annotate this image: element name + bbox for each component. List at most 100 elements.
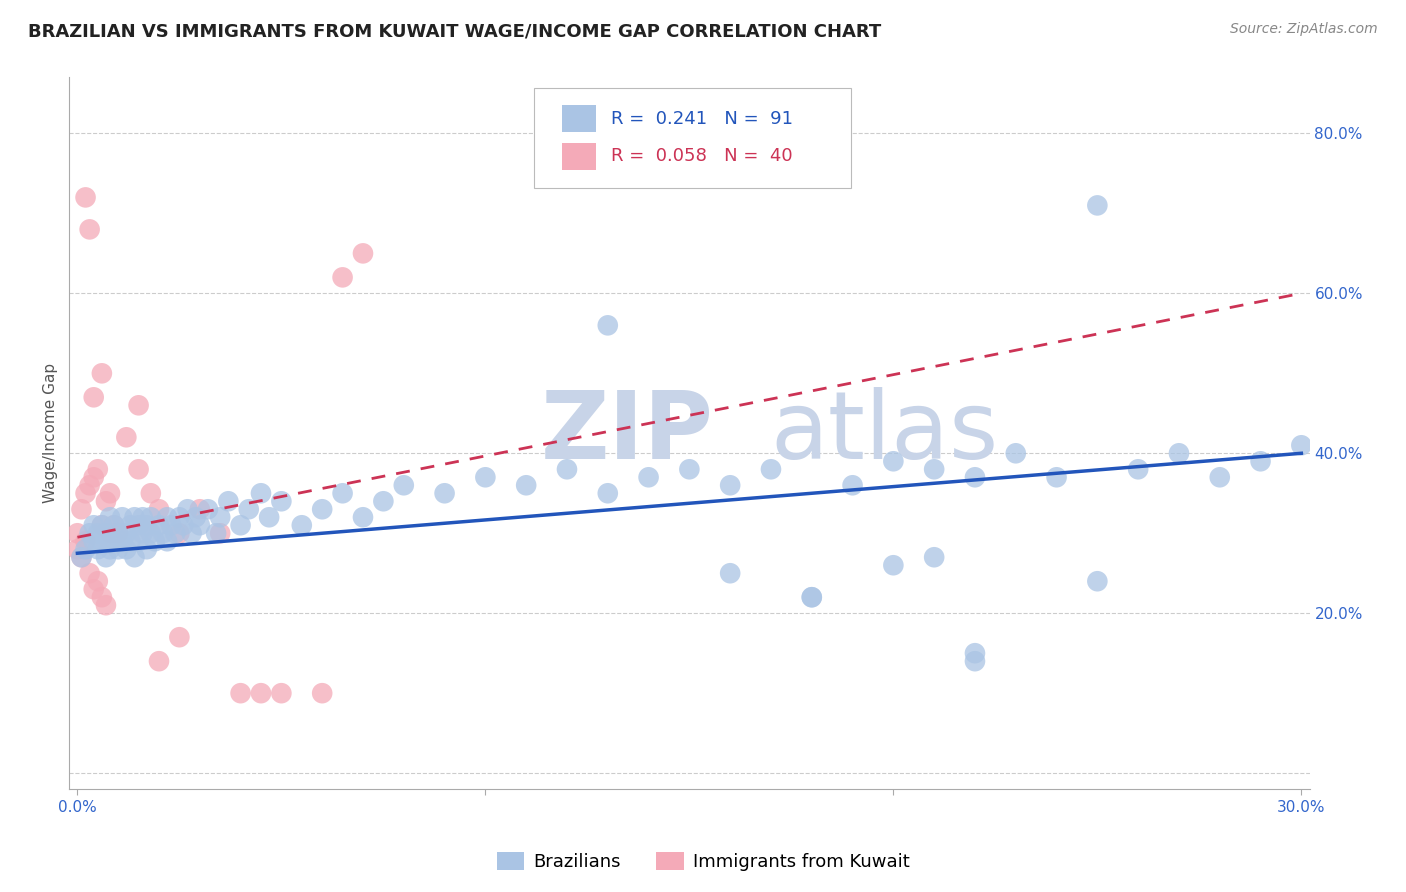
Point: [94, 494, 117, 508]
Point: [79, 526, 101, 541]
Point: [352, 246, 374, 260]
Point: [270, 494, 292, 508]
Point: [124, 550, 146, 565]
Point: [115, 526, 138, 541]
Point: [180, 526, 202, 541]
Bar: [561, 143, 596, 170]
Point: [75, 190, 97, 204]
Point: [250, 686, 273, 700]
Point: [148, 502, 170, 516]
Point: [66, 526, 89, 541]
Point: [474, 470, 496, 484]
Point: [311, 686, 333, 700]
Point: [169, 510, 191, 524]
Point: [963, 654, 986, 668]
Point: [107, 526, 129, 541]
Point: [209, 526, 232, 541]
Point: [107, 542, 129, 557]
Point: [115, 430, 138, 444]
Point: [98, 510, 121, 524]
Point: [83, 470, 105, 484]
Point: [98, 486, 121, 500]
Point: [800, 591, 823, 605]
Point: [176, 502, 198, 516]
Point: [120, 518, 142, 533]
Point: [841, 478, 863, 492]
Point: [66, 542, 89, 557]
Point: [270, 686, 292, 700]
Point: [148, 518, 170, 533]
Point: [139, 526, 162, 541]
Point: [94, 598, 117, 612]
Point: [392, 478, 415, 492]
Point: [90, 518, 112, 533]
Point: [75, 486, 97, 500]
Point: [718, 566, 741, 581]
Y-axis label: Wage/Income Gap: Wage/Income Gap: [44, 363, 58, 503]
Point: [103, 534, 125, 549]
Point: [678, 462, 700, 476]
Point: [94, 550, 117, 565]
Point: [83, 582, 105, 597]
Text: Source: ZipAtlas.com: Source: ZipAtlas.com: [1230, 22, 1378, 37]
Text: ZIP: ZIP: [540, 387, 713, 479]
Point: [238, 502, 260, 516]
Point: [922, 462, 945, 476]
Point: [98, 542, 121, 557]
Point: [79, 478, 101, 492]
Point: [139, 486, 162, 500]
Text: R =  0.058   N =  40: R = 0.058 N = 40: [612, 147, 793, 165]
Point: [433, 486, 456, 500]
Legend: Brazilians, Immigrants from Kuwait: Brazilians, Immigrants from Kuwait: [489, 845, 917, 879]
Point: [75, 534, 97, 549]
Point: [205, 526, 228, 541]
Point: [165, 526, 187, 541]
Point: [83, 390, 105, 404]
Point: [111, 534, 134, 549]
Point: [115, 542, 138, 557]
Point: [169, 630, 191, 644]
Text: atlas: atlas: [770, 387, 998, 479]
Point: [800, 591, 823, 605]
Point: [188, 518, 211, 533]
Point: [131, 510, 153, 524]
Point: [209, 510, 232, 524]
Point: [1209, 470, 1232, 484]
Point: [152, 526, 174, 541]
Point: [135, 518, 157, 533]
Point: [882, 558, 904, 573]
Point: [291, 518, 314, 533]
Point: [98, 526, 121, 541]
Point: [103, 518, 125, 533]
Point: [332, 270, 354, 285]
Point: [128, 398, 150, 412]
Point: [70, 550, 93, 565]
Point: [131, 526, 153, 541]
Point: [83, 534, 105, 549]
Point: [148, 654, 170, 668]
Point: [184, 510, 207, 524]
Point: [90, 591, 112, 605]
Point: [250, 486, 273, 500]
Point: [596, 486, 619, 500]
Point: [963, 646, 986, 660]
Point: [188, 502, 211, 516]
Point: [120, 534, 142, 549]
Point: [197, 502, 219, 516]
Bar: [561, 105, 596, 132]
Point: [156, 534, 179, 549]
Point: [87, 574, 110, 589]
Point: [87, 526, 110, 541]
Point: [79, 222, 101, 236]
Point: [1004, 446, 1026, 460]
Point: [128, 518, 150, 533]
Point: [596, 318, 619, 333]
Point: [143, 534, 166, 549]
Point: [124, 510, 146, 524]
Text: BRAZILIAN VS IMMIGRANTS FROM KUWAIT WAGE/INCOME GAP CORRELATION CHART: BRAZILIAN VS IMMIGRANTS FROM KUWAIT WAGE…: [28, 22, 882, 40]
Point: [107, 526, 129, 541]
Point: [1085, 198, 1108, 212]
Point: [217, 494, 239, 508]
Point: [128, 462, 150, 476]
Point: [90, 534, 112, 549]
